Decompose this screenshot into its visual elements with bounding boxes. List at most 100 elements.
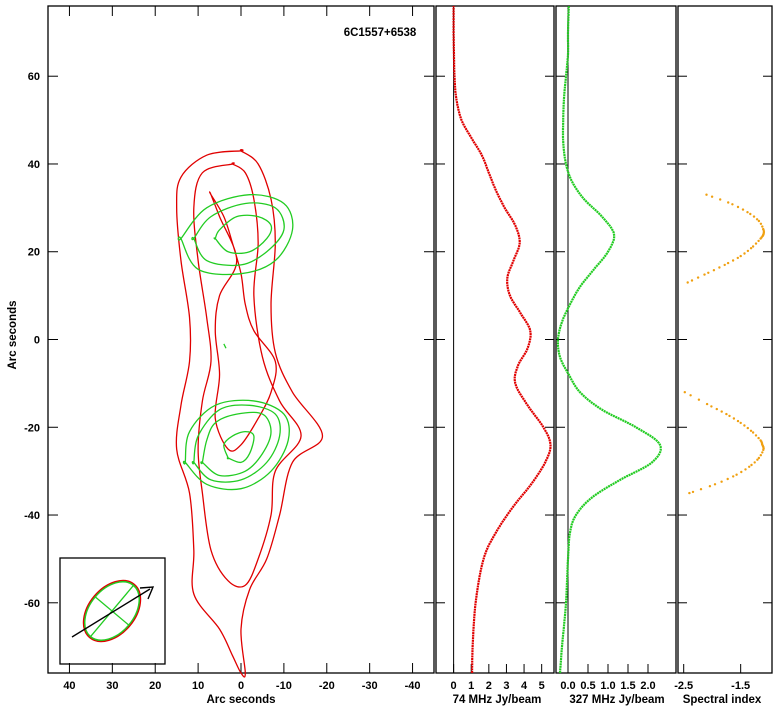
panel1-x-tick-label-2: 2 — [486, 680, 492, 692]
spectral-index-point-1-15 — [715, 407, 718, 411]
green-contour-6 — [223, 431, 255, 464]
panel2-x-tick-label-3: 1.5 — [620, 680, 635, 692]
spectral-index-point-0-6 — [696, 276, 700, 279]
spectral-index-point-1-84 — [759, 454, 762, 457]
spectral-index-point-1-6 — [697, 398, 701, 401]
spectral-index-point-1-93 — [753, 461, 756, 464]
spectral-index-point-1-105 — [740, 470, 743, 474]
main-y-tick-label-4: -20 — [24, 422, 40, 434]
spectral-index-point-0-105 — [736, 205, 740, 209]
main-x-tick-label-2: 20 — [149, 680, 161, 692]
panel-spectral-index-axis: -2.5 -1.5 — [674, 75, 772, 692]
beam-inset-frame — [59, 557, 166, 665]
spectral-index-point-0-78 — [762, 227, 765, 231]
main-y-tick-label-6: -60 — [24, 598, 40, 610]
spectral-index-point-0-81 — [761, 225, 764, 228]
panel2-x-tick-label-2: 1.0 — [600, 680, 615, 692]
beam-axis-1 — [94, 596, 130, 626]
spectral-index-point-1-81 — [761, 451, 764, 454]
red-contour-1 — [193, 162, 302, 588]
panel-spectral-index-x-label: Spectral index — [683, 694, 762, 706]
main-x-tick-label-1: 30 — [106, 680, 118, 692]
panel3-x-tick-label-1: -1.5 — [731, 680, 750, 692]
panel-spectral-index: -2.5 -1.5 Spectral index — [674, 5, 773, 706]
contour-panel: 60 40 20 0 -20 -40 -60 40 30 20 10 0 -10 -20 -30 -40 6… — [7, 5, 435, 706]
spectral-index-point-0-12 — [707, 271, 710, 274]
red-contour-0 — [175, 149, 324, 678]
green-contour-7 — [223, 343, 227, 349]
spectral-index-point-1-21 — [725, 412, 728, 416]
main-y-tick-label-3: 0 — [34, 335, 40, 347]
main-y-tick-label-1: 40 — [28, 159, 40, 171]
main-title: 6C1557+6538 — [344, 27, 417, 39]
spectral-index-point-0-36 — [743, 252, 746, 255]
panel-327mhz-profile — [556, 5, 662, 674]
spectral-index-point-1-51 — [757, 436, 760, 440]
spectral-index-point-1-78 — [762, 448, 765, 452]
spectral-index-point-0-0 — [686, 281, 689, 284]
spectral-index-point-0-96 — [749, 212, 752, 216]
main-y-tick-label-0: 60 — [28, 71, 40, 83]
main-x-ticks: 40 30 20 10 0 -10 -20 -30 -40 — [63, 6, 421, 692]
spectral-index-point-0-30 — [736, 256, 739, 260]
spectral-index-point-1-132 — [688, 491, 691, 495]
spectral-index-point-0-90 — [755, 218, 759, 221]
spectral-index-point-0-45 — [751, 245, 755, 248]
spectral-index-point-1-87 — [757, 456, 761, 460]
main-x-tick-label-6: -20 — [319, 680, 335, 692]
panel2-profile-line — [556, 5, 662, 674]
spectral-index-point-0-15 — [712, 269, 716, 272]
spectral-index-point-0-99 — [746, 211, 749, 214]
spectral-index-point-0-111 — [727, 201, 730, 204]
beam-inset — [59, 557, 166, 665]
spectral-index-point-0-51 — [757, 239, 760, 243]
spectral-index-point-1-30 — [736, 419, 740, 423]
panel1-profile-line — [452, 6, 552, 673]
beam-arrow — [71, 586, 155, 638]
green-contour-4 — [191, 404, 281, 483]
main-y-tick-label-5: -40 — [24, 510, 40, 522]
panel-327mhz-axis: 0.0 0.5 1.0 1.5 2.0 — [556, 6, 676, 692]
spectral-index-point-1-33 — [739, 421, 742, 425]
spectral-index-point-1-12 — [710, 405, 713, 408]
main-y-ticks: 60 40 20 0 -20 -40 -60 — [24, 71, 434, 610]
spectral-index-point-0-108 — [731, 203, 734, 206]
spectral-index-point-1-27 — [732, 417, 736, 420]
panel3-x-tick-label-0: -2.5 — [674, 680, 693, 692]
panel-74mhz-profile — [452, 6, 552, 673]
spectral-index-point-0-18 — [718, 266, 721, 269]
main-x-tick-label-8: -40 — [405, 680, 421, 692]
spectral-index-point-0-93 — [752, 215, 756, 218]
spectral-index-point-1-36 — [743, 424, 746, 427]
contour-panel-frame — [47, 5, 435, 674]
spectral-index-point-0-48 — [754, 242, 758, 245]
spectral-index-point-1-129 — [691, 490, 695, 494]
spectral-index-point-0-3 — [690, 279, 694, 282]
spectral-index-point-0-39 — [746, 249, 750, 253]
spectral-index-point-1-3 — [689, 394, 692, 397]
main-y-tick-label-2: 20 — [28, 247, 40, 259]
spectral-index-point-1-120 — [713, 483, 717, 486]
beam-ellipse — [82, 579, 142, 643]
panel2-x-tick-label-4: 2.0 — [640, 680, 655, 692]
spectral-index-point-0-27 — [731, 259, 735, 262]
main-x-tick-label-0: 40 — [63, 680, 75, 692]
beam-ellipse-0 — [82, 579, 142, 643]
panel-327mhz-frame — [555, 5, 677, 674]
main-x-tick-label-7: -30 — [362, 680, 378, 692]
spectral-index-point-0-24 — [726, 261, 730, 265]
main-y-axis-label: Arc seconds — [7, 300, 19, 369]
panel1-x-tick-label-5: 5 — [539, 680, 545, 692]
main-x-tick-label-3: 10 — [192, 680, 204, 692]
spectral-index-point-1-96 — [750, 463, 753, 467]
spectral-index-point-0-87 — [757, 219, 761, 223]
spectral-index-point-0-33 — [739, 254, 742, 258]
spectral-index-point-1-24 — [728, 414, 731, 418]
green-contour-3 — [182, 399, 290, 491]
panel1-x-tick-label-1: 1 — [468, 680, 474, 692]
panel-327mhz-x-label: 327 MHz Jy/beam — [569, 694, 664, 706]
panel1-x-tick-label-3: 3 — [503, 680, 509, 692]
spectral-index-point-1-123 — [708, 485, 712, 488]
